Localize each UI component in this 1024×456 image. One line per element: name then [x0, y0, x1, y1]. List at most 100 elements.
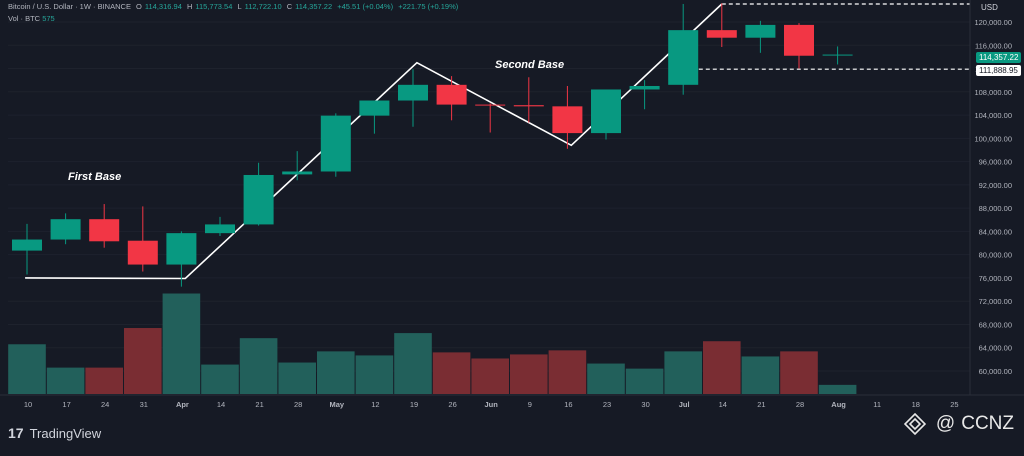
x-tick-label: 21: [757, 400, 765, 409]
x-tick-label: 21: [255, 400, 263, 409]
y-tick-label: 80,000.00: [979, 251, 1012, 260]
candle-body: [629, 85, 660, 90]
volume-bar: [124, 328, 162, 394]
x-tick-label: 28: [796, 400, 804, 409]
volume-bar: [432, 352, 471, 394]
volume-bar: [8, 344, 46, 394]
y-tick-label: 92,000.00: [979, 181, 1012, 190]
volume-bar: [625, 368, 664, 394]
y-tick-label: 60,000.00: [979, 367, 1012, 376]
volume-bar: [741, 356, 780, 394]
y-tick-label: 104,000.00: [974, 111, 1012, 120]
candle-body: [398, 84, 428, 101]
volume-bar: [818, 384, 857, 394]
volume-bar: [664, 351, 702, 394]
volume-bar: [162, 293, 201, 394]
candle-body: [591, 89, 621, 134]
volume-bar: [278, 362, 316, 394]
high-label: H: [186, 2, 193, 11]
time-axis: 10 17 24 31 Apr 14 21 28 May 12 19 26 Jun 9 16 23 30 Jul 1…: [0, 394, 1024, 409]
y-tick-label: 120,000.00: [974, 18, 1012, 27]
candle-body: [706, 30, 737, 38]
candle-body: [668, 30, 699, 85]
candle-body: [359, 100, 390, 116]
candles: [12, 3, 853, 287]
tradingview-brand[interactable]: 17 TradingView: [8, 425, 101, 441]
x-tick-label: 25: [950, 400, 958, 409]
watermark: @ CCNZ: [903, 413, 1014, 435]
volume-bar: [510, 354, 548, 394]
candle-body: [513, 105, 544, 107]
candle-body: [12, 239, 42, 251]
volume-bar: [471, 358, 509, 394]
x-tick-label: 17: [62, 400, 70, 409]
volume-bar: [239, 338, 278, 394]
currency-label: USD: [981, 3, 998, 12]
volume-bar: [548, 350, 587, 394]
high-value: 115,773.54: [195, 2, 233, 11]
x-tick-label: May: [330, 400, 345, 409]
candle-body: [89, 219, 120, 242]
volume-bars: [8, 293, 857, 394]
candle-body: [475, 104, 506, 106]
x-tick-label: 10: [24, 400, 32, 409]
y-tick-label: 76,000.00: [979, 274, 1012, 283]
watermark-text: CCNZ: [961, 413, 1014, 434]
x-tick-label: Jun: [485, 400, 499, 409]
x-tick-label: 31: [140, 400, 148, 409]
volume-bar: [587, 363, 625, 394]
candle-body: [282, 171, 313, 175]
y-tick-label: 96,000.00: [979, 158, 1012, 167]
candle-body: [243, 174, 274, 225]
close-label: C: [286, 2, 293, 11]
x-tick-label: 23: [603, 400, 611, 409]
price-axis: 60,000.00 64,000.00 68,000.00 72,000.00 76,0…: [969, 0, 1012, 395]
x-tick-label: 30: [641, 400, 649, 409]
volume-bar: [317, 351, 355, 394]
candle-body: [822, 54, 853, 56]
close-value: 114,357.22: [295, 2, 333, 11]
y-tick-label: 72,000.00: [979, 297, 1012, 306]
change-value-2: +221.75 (+0.19%): [398, 2, 459, 11]
x-tick-label: 11: [873, 400, 881, 409]
volume-header: Vol · BTC 575: [8, 14, 55, 23]
grid: [8, 21, 970, 372]
x-tick-label: 12: [371, 400, 379, 409]
symbol-name: Bitcoin / U.S. Dollar · 1W · BINANCE: [8, 2, 131, 11]
x-tick-label: 24: [101, 400, 109, 409]
x-tick-label: 9: [528, 400, 532, 409]
x-tick-label: Aug: [831, 400, 846, 409]
candle-body: [320, 115, 351, 172]
y-tick-label: 64,000.00: [979, 344, 1012, 353]
volume-value: 575: [42, 14, 55, 23]
symbol-header: Bitcoin / U.S. Dollar · 1W · BINANCE O 11…: [8, 2, 461, 11]
volume-bar: [201, 364, 239, 394]
x-tick-label: 26: [448, 400, 456, 409]
second-base-label: Second Base: [495, 59, 565, 71]
candle-body: [436, 84, 467, 105]
candle-body: [745, 24, 776, 38]
volume-bar: [85, 367, 123, 394]
low-value: 112,722.10: [244, 2, 282, 11]
candle-body: [127, 240, 158, 265]
x-tick-label: 16: [564, 400, 572, 409]
volume-bar: [46, 367, 85, 394]
open-value: 114,316.94: [144, 2, 182, 11]
first-base-label: First Base: [68, 171, 122, 183]
candle-body: [552, 106, 583, 134]
y-tick-label: 100,000.00: [974, 134, 1012, 143]
volume-label: Vol · BTC: [8, 14, 41, 23]
x-tick-label: Jul: [679, 400, 690, 409]
y-tick-label: 84,000.00: [979, 227, 1012, 236]
x-tick-label: 28: [294, 400, 302, 409]
low-label: L: [237, 2, 242, 11]
diamond-logo-icon: [903, 413, 926, 435]
y-tick-label: 108,000.00: [974, 88, 1012, 97]
trend-line: [25, 3, 723, 280]
x-tick-label: 14: [719, 400, 727, 409]
x-tick-label: 14: [217, 400, 225, 409]
volume-bar: [780, 351, 818, 394]
candle-body: [784, 24, 814, 56]
